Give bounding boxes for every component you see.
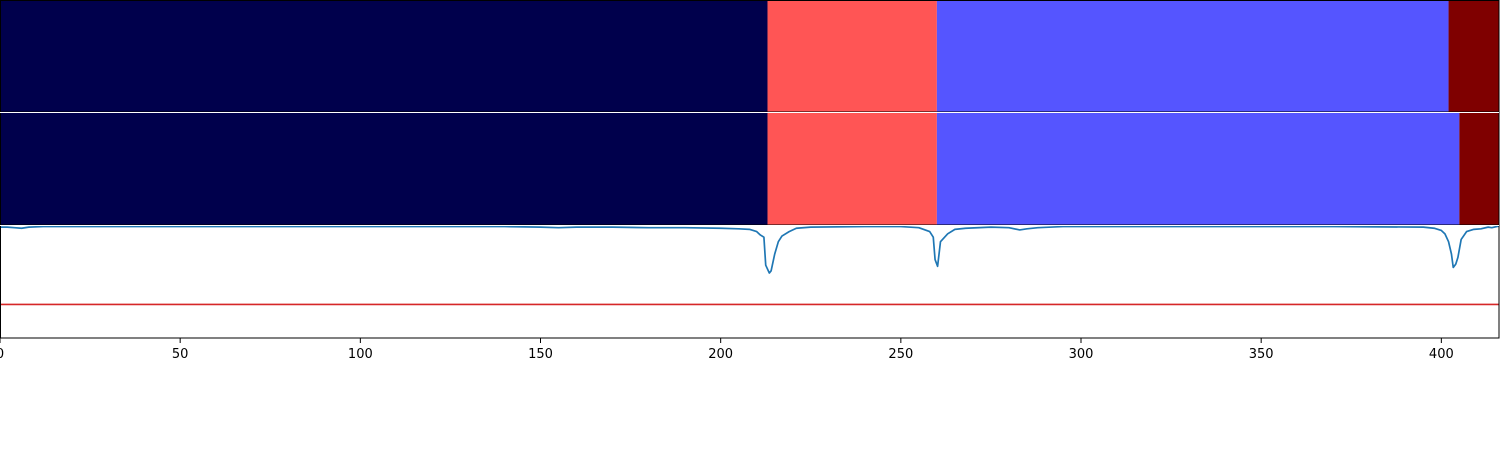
segmentation-row-2 <box>0 113 1499 225</box>
x-tick-label: 100 <box>348 347 373 362</box>
boundary-score-line <box>0 225 1500 274</box>
x-tick-label: 350 <box>1249 347 1274 362</box>
segment-1-3 <box>936 1 1449 112</box>
segmentation-row-1 <box>0 1 1499 112</box>
panel-frame-3 <box>0 225 1500 339</box>
segment-2-4 <box>1459 113 1499 225</box>
x-tick-label: 150 <box>528 347 553 362</box>
x-axis: 0 50 100 150 200 250 300 350 400 <box>0 338 1454 362</box>
segment-1-2 <box>767 1 937 112</box>
x-tick-label: 300 <box>1069 347 1094 362</box>
x-tick-label: 400 <box>1429 347 1454 362</box>
boundary-score-panel <box>0 0 1500 339</box>
segment-1-4 <box>1448 1 1499 112</box>
x-tick-label: 200 <box>708 347 733 362</box>
segment-2-2 <box>767 113 937 225</box>
x-tick-label: 50 <box>172 347 189 362</box>
segment-2-1 <box>0 113 768 225</box>
segment-2-3 <box>936 113 1460 225</box>
x-tick-label: 0 <box>0 347 4 362</box>
x-tick-label: 250 <box>888 347 913 362</box>
segment-1-1 <box>0 1 768 112</box>
